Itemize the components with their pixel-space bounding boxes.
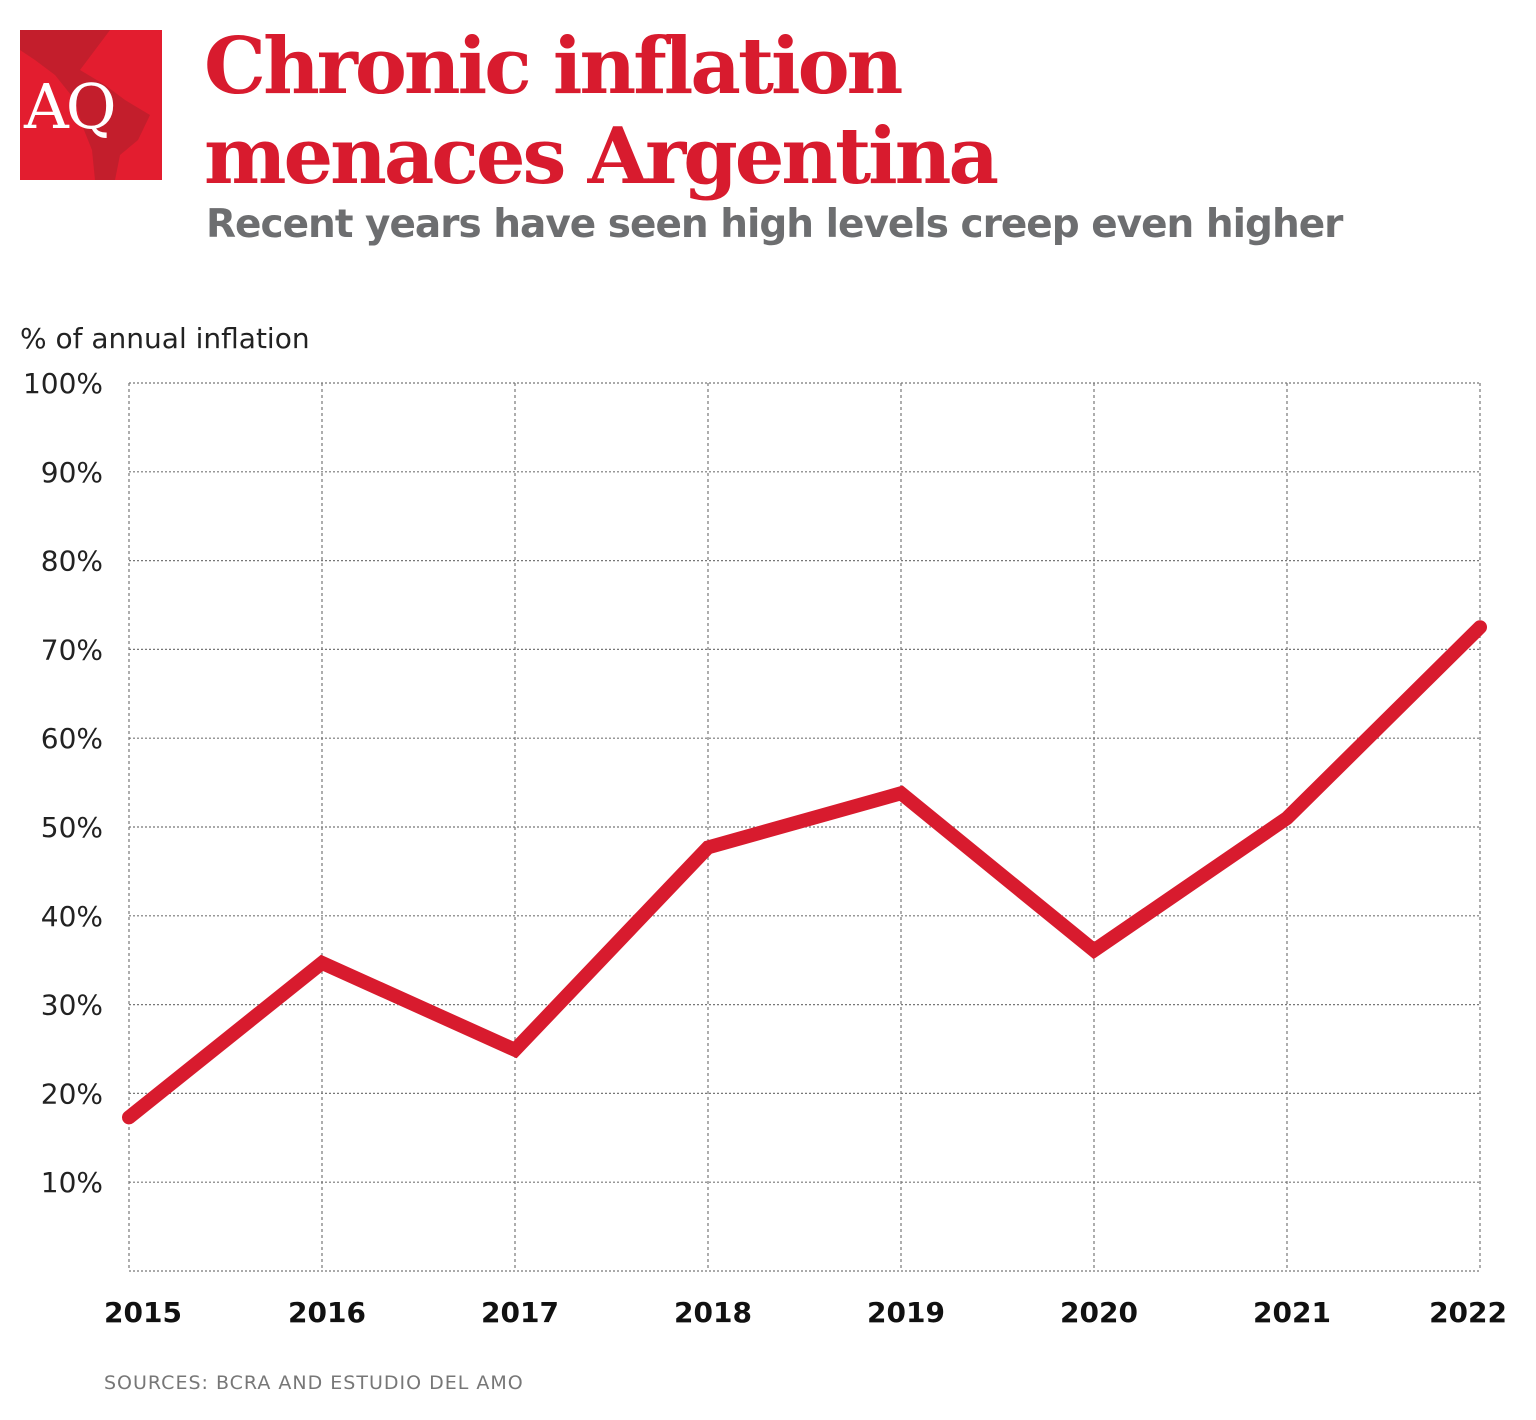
data-point (1093, 949, 1095, 951)
inflation-line (122, 620, 1487, 1125)
y-tick-label: 40% (41, 900, 103, 933)
y-tick-label: 50% (41, 811, 103, 844)
x-tick-label: 2020 (1060, 1296, 1138, 1329)
x-tick-label: 2018 (674, 1296, 752, 1329)
y-tick-label: 20% (41, 1077, 103, 1110)
title-line-1: Chronic inflation (204, 21, 903, 112)
x-tick-label: 2015 (104, 1296, 182, 1329)
x-tick-label: 2016 (288, 1296, 366, 1329)
y-tick-label: 90% (41, 456, 103, 489)
source-note: SOURCES: BCRA AND ESTUDIO DEL AMO (104, 1372, 524, 1394)
americas-map-icon (20, 30, 150, 180)
data-point (1479, 626, 1481, 628)
aq-logo: AQ (20, 30, 162, 180)
x-tick-label: 2017 (481, 1296, 559, 1329)
y-axis-label: % of annual inflation (20, 322, 310, 355)
y-tick-label: 60% (41, 722, 103, 755)
y-tick-label: 80% (41, 545, 103, 578)
y-tick-label: 10% (41, 1166, 103, 1199)
data-point (1286, 817, 1288, 819)
y-tick-label: 100% (23, 367, 103, 400)
x-tick-label: 2022 (1429, 1296, 1507, 1329)
data-point (128, 1116, 130, 1118)
logo-text: AQ (24, 70, 117, 143)
x-tick-label: 2021 (1253, 1296, 1331, 1329)
data-point (321, 962, 323, 964)
title-line-2: menaces Argentina (204, 111, 999, 202)
data-point (514, 1049, 516, 1051)
chart-subtitle: Recent years have seen high levels creep… (206, 202, 1343, 247)
x-tick-label: 2019 (867, 1296, 945, 1329)
chart-title: Chronic inflation menaces Argentina (204, 21, 999, 202)
y-tick-label: 70% (41, 633, 103, 666)
data-point (900, 792, 902, 794)
y-tick-label: 30% (41, 989, 103, 1022)
data-point (707, 846, 709, 848)
